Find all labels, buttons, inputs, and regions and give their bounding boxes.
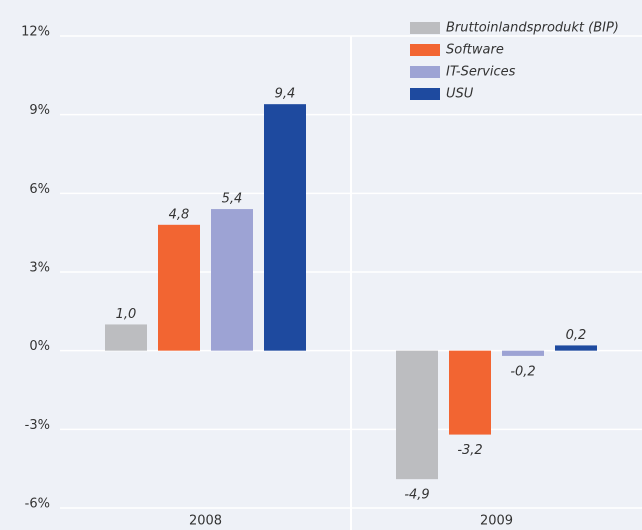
- legend-swatch: [410, 44, 440, 56]
- value-label: 4,8: [169, 207, 190, 222]
- x-tick-label: 2009: [480, 514, 513, 529]
- legend-label: Bruttoinlandsprodukt (BIP): [446, 21, 619, 36]
- y-tick-label: 9%: [29, 103, 50, 118]
- y-tick-label: 6%: [29, 182, 50, 197]
- bar: [211, 209, 253, 351]
- value-label: -3,2: [457, 443, 482, 458]
- value-label: 5,4: [222, 192, 243, 207]
- y-tick-label: -3%: [25, 418, 50, 433]
- bar: [105, 324, 147, 351]
- bar: [158, 224, 200, 351]
- legend-swatch: [410, 22, 440, 34]
- x-tick-label: 2008: [189, 514, 222, 529]
- value-label: -0,2: [510, 364, 535, 379]
- legend-label: USU: [446, 87, 474, 102]
- value-label: 0,2: [566, 328, 587, 343]
- bar: [502, 350, 544, 356]
- legend-label: IT-Services: [446, 65, 516, 80]
- bar: [264, 104, 306, 351]
- legend-label: Software: [446, 43, 504, 58]
- y-tick-label: 0%: [29, 339, 50, 354]
- legend-swatch: [410, 88, 440, 100]
- value-label: 1,0: [116, 307, 137, 322]
- bar: [449, 350, 491, 435]
- legend-swatch: [410, 66, 440, 78]
- y-tick-label: 3%: [29, 261, 50, 276]
- value-label: -4,9: [404, 488, 429, 503]
- y-tick-label: -6%: [25, 497, 50, 512]
- y-tick-label: 12%: [21, 25, 50, 40]
- value-label: 9,4: [275, 87, 296, 102]
- bar: [555, 345, 597, 351]
- bar: [396, 350, 438, 480]
